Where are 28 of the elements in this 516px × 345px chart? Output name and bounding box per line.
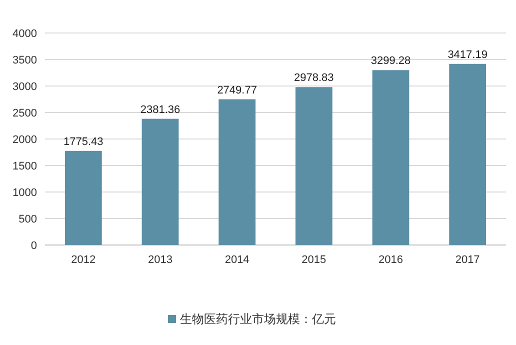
y-tick-label: 500 [18,213,37,226]
x-tick-label: 2016 [378,254,403,266]
data-label: 3299.28 [370,55,411,68]
y-tick-label: 4000 [12,28,37,40]
x-tick-label: 2017 [455,254,480,266]
data-label: 2749.77 [217,84,257,96]
legend-label: 生物医药行业市场规模：亿元 [180,312,336,326]
x-tick-label: 2013 [148,254,172,266]
y-tick-label: 1500 [12,160,37,172]
bar [64,150,102,245]
y-tick-label: 3000 [12,80,37,93]
y-tick-label: 1000 [12,186,37,199]
bar [142,118,179,245]
data-label: 3417.19 [448,48,488,61]
bar [449,64,486,245]
data-label: 2978.83 [294,72,334,84]
y-tick-label: 2500 [12,107,37,120]
y-tick-label: 3500 [12,54,37,66]
x-tick-label: 2012 [71,254,96,266]
bar [372,70,410,245]
data-label: 1775.43 [64,136,104,148]
y-tick-label: 0 [30,240,37,252]
x-tick-label: 2014 [224,254,250,266]
y-tick-label: 2000 [12,134,37,146]
x-tick-label: 2015 [302,254,326,266]
bar [218,99,256,245]
bar [295,87,332,245]
data-label: 2381.36 [140,104,180,116]
